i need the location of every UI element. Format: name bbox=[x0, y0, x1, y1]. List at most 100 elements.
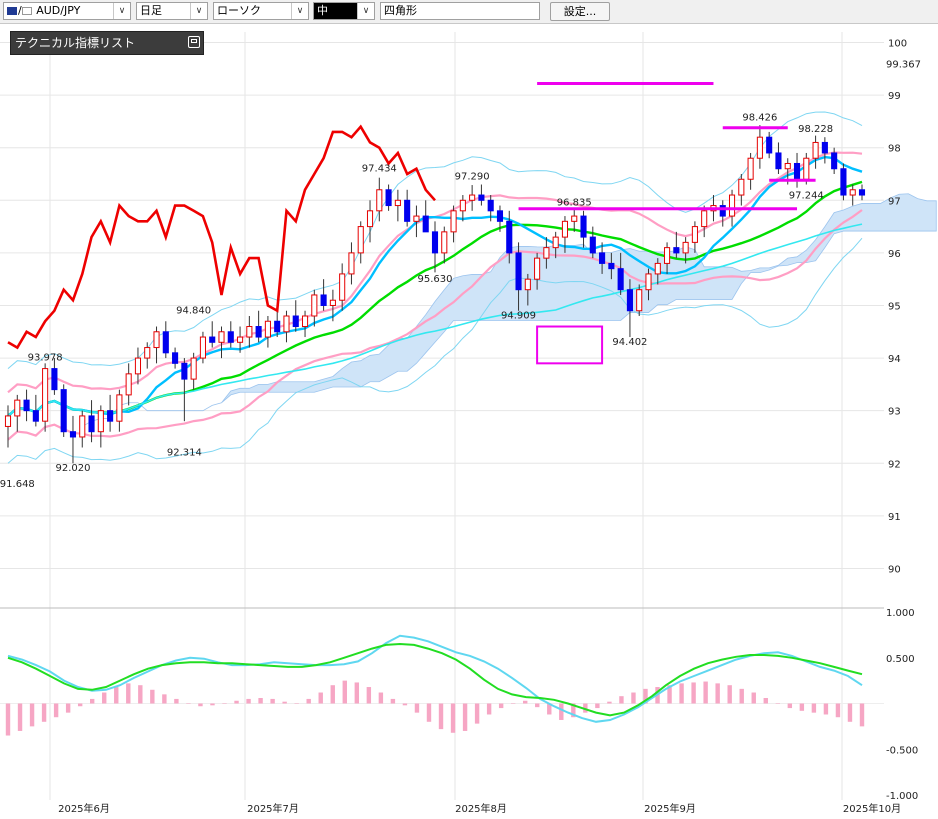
histogram-bar bbox=[823, 703, 829, 715]
candle bbox=[821, 141, 828, 154]
candle bbox=[636, 289, 643, 312]
oscillator-panel: 1.000 0.500 -0.500 -1.000 bbox=[0, 608, 918, 802]
candle bbox=[599, 252, 606, 264]
price-chart[interactable]: 91.648 92.020 93.978 94.840 92.314 97.434 95.6… bbox=[0, 24, 938, 819]
candle bbox=[793, 162, 801, 180]
histogram-bar bbox=[703, 681, 708, 704]
chevron-down-icon[interactable]: ∨ bbox=[291, 3, 308, 19]
osc-tick-label: 1.000 bbox=[886, 608, 915, 619]
candle bbox=[534, 257, 541, 280]
candle bbox=[645, 273, 652, 291]
price-label: 94.402 bbox=[612, 337, 647, 348]
chevron-down-icon[interactable]: ∨ bbox=[357, 3, 374, 19]
price-label: 92.020 bbox=[55, 463, 90, 474]
price-label: 94.909 bbox=[501, 311, 536, 322]
candle bbox=[283, 315, 290, 333]
lagging-span bbox=[7, 124, 436, 350]
candle bbox=[97, 410, 104, 433]
candle bbox=[348, 252, 355, 275]
histogram-bar bbox=[246, 698, 251, 704]
timeframe-select[interactable]: 日足 ∨ bbox=[136, 2, 208, 20]
histogram-bar bbox=[77, 703, 83, 707]
histogram-bar bbox=[414, 703, 420, 713]
histogram-bar bbox=[102, 692, 107, 704]
candle bbox=[209, 336, 216, 343]
histogram-bar bbox=[691, 682, 696, 704]
histogram-bar bbox=[775, 703, 781, 704]
candle bbox=[32, 410, 39, 422]
candle bbox=[673, 247, 680, 254]
price-label: 97.434 bbox=[362, 163, 397, 174]
candle bbox=[199, 336, 206, 359]
ichimoku-cloud bbox=[82, 193, 937, 427]
price-labels: 91.648 92.020 93.978 94.840 92.314 97.434 95.6… bbox=[0, 112, 833, 490]
candle bbox=[69, 431, 77, 438]
candle bbox=[664, 247, 671, 264]
candle bbox=[589, 236, 596, 254]
candle bbox=[125, 373, 132, 396]
candle bbox=[422, 215, 429, 233]
histogram-bar bbox=[138, 685, 143, 704]
candle bbox=[329, 299, 336, 306]
candle bbox=[728, 194, 736, 217]
y-tick-label: 100 bbox=[888, 39, 907, 50]
histogram-bar bbox=[186, 703, 191, 704]
candle bbox=[190, 357, 197, 380]
histogram-bar bbox=[535, 703, 540, 708]
shape-label: 四角形 bbox=[384, 4, 417, 17]
candle bbox=[506, 220, 513, 254]
candle bbox=[246, 326, 253, 338]
histogram-bar bbox=[294, 703, 299, 704]
histogram-bar bbox=[366, 687, 372, 704]
price-label: 91.648 bbox=[0, 479, 35, 490]
histogram-bar bbox=[667, 685, 672, 704]
candle bbox=[840, 168, 847, 196]
minimize-icon[interactable] bbox=[188, 36, 200, 48]
y-tick-label: 95 bbox=[888, 301, 901, 312]
candle bbox=[255, 326, 262, 338]
candle bbox=[218, 331, 225, 343]
y-tick-label: 96 bbox=[888, 249, 901, 260]
candle bbox=[831, 152, 838, 170]
candle bbox=[301, 315, 309, 328]
chevron-down-icon[interactable]: ∨ bbox=[113, 3, 130, 19]
histogram-bar bbox=[763, 698, 768, 704]
histogram-bar bbox=[174, 698, 179, 704]
chevron-down-icon[interactable]: ∨ bbox=[190, 3, 207, 19]
candle bbox=[51, 368, 58, 391]
y-tick-label: 90 bbox=[888, 564, 901, 575]
candlesticks bbox=[4, 125, 866, 464]
draw-style-select[interactable]: 中 ∨ bbox=[313, 2, 375, 20]
histogram-bar bbox=[510, 703, 516, 704]
histogram-bar bbox=[438, 703, 444, 730]
candle bbox=[571, 215, 578, 222]
y-tick-label: 91 bbox=[888, 512, 901, 523]
candle bbox=[756, 136, 763, 159]
candle bbox=[357, 226, 364, 254]
settings-button[interactable]: 設定... bbox=[550, 2, 610, 21]
chart-type-select[interactable]: ローソク ∨ bbox=[213, 2, 309, 20]
date-axis: 2025年6月 2025年7月 2025年8月 2025年9月 2025年10月 bbox=[58, 802, 901, 815]
candle bbox=[812, 141, 819, 159]
shape-field[interactable]: 四角形 bbox=[380, 2, 540, 20]
histogram-bar bbox=[787, 703, 793, 709]
candle bbox=[543, 247, 550, 259]
draw-style-label: 中 bbox=[317, 4, 328, 17]
bollinger-upper-2 bbox=[7, 111, 863, 369]
candle bbox=[264, 320, 271, 338]
highlight-box bbox=[536, 325, 604, 365]
current-price-label: 99.367 bbox=[886, 60, 921, 71]
osc-tick-label: 0.500 bbox=[886, 654, 915, 665]
y-tick-label: 93 bbox=[888, 407, 901, 418]
histogram-bar bbox=[859, 703, 865, 727]
histogram-bar bbox=[150, 689, 155, 704]
symbol-select[interactable]: / AUD/JPY ∨ bbox=[3, 2, 131, 20]
candle bbox=[515, 252, 522, 291]
candle bbox=[617, 268, 624, 291]
histogram-bar bbox=[450, 703, 456, 733]
aud-flag-icon bbox=[7, 7, 17, 15]
slow-ma-line bbox=[7, 223, 863, 417]
price-label: 94.840 bbox=[176, 305, 211, 316]
candle bbox=[654, 262, 661, 275]
technical-indicator-list[interactable]: テクニカル指標リスト bbox=[10, 31, 204, 55]
